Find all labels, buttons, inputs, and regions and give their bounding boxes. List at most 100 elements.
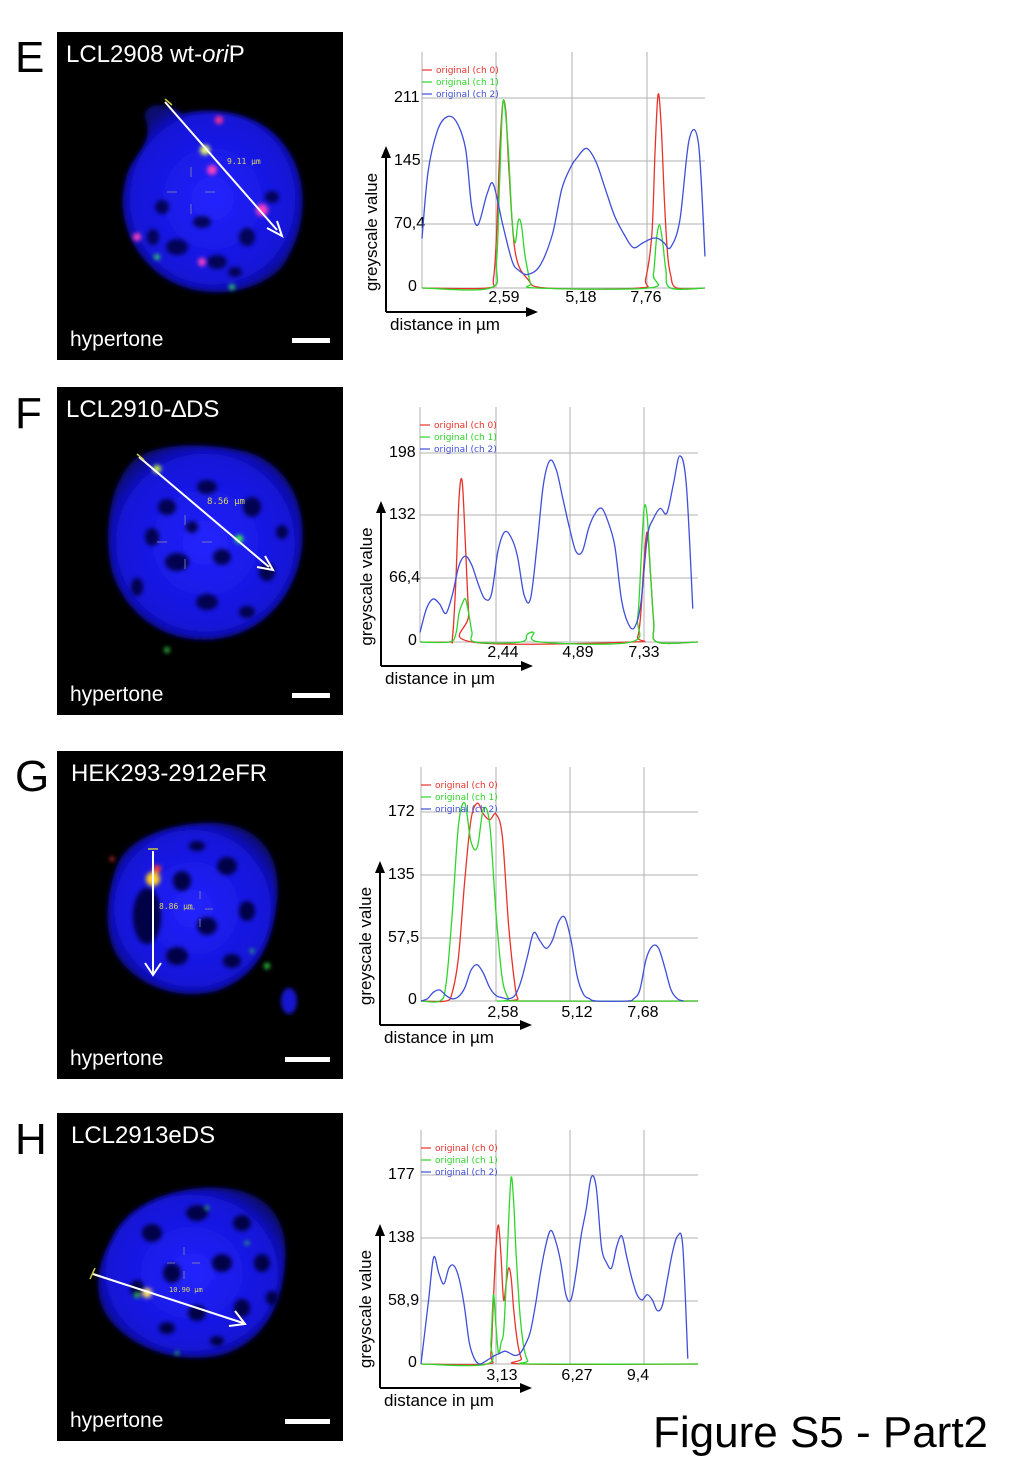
series-line-ch2 xyxy=(420,1175,689,1365)
y-tick-label: 57,5 xyxy=(388,929,419,946)
nucleus-image-f xyxy=(108,445,303,653)
panel-title-part: LCL2908 wt- xyxy=(66,41,203,68)
series-line-ch1 xyxy=(420,1176,699,1367)
panel-letter-h: H xyxy=(15,1115,47,1164)
panel-title-part: ori xyxy=(202,41,229,68)
scale-bar-e xyxy=(292,338,330,343)
y-axis-label: greyscale value xyxy=(356,1250,375,1368)
micrograph-panel-g: HEK293-2912eFR 8.86 µm hypertone xyxy=(57,751,343,1079)
y-tick-label: 132 xyxy=(389,506,416,523)
legend-entry-ch2: original (ch 2) xyxy=(434,445,497,455)
legend-entry-ch0: original (ch 0) xyxy=(434,421,497,431)
nucleus-image-h xyxy=(89,1187,286,1358)
legend-entry-ch0: original (ch 0) xyxy=(435,1144,498,1154)
profile-chart-e: 0 70,4 145 211 2,59 5,18 7,76 distance in µm gre… xyxy=(362,52,706,334)
scale-bar-h xyxy=(285,1419,330,1424)
panel-letter-g: G xyxy=(15,752,50,801)
y-tick-label: 198 xyxy=(389,444,416,461)
x-tick-label: 5,12 xyxy=(561,1004,592,1021)
y-axis-arrowhead xyxy=(375,861,385,873)
panel-title-h: LCL2913eDS xyxy=(71,1122,215,1150)
series-line-ch0 xyxy=(419,477,699,645)
legend-entry-ch2: original (ch 2) xyxy=(436,90,499,100)
x-axis-arrowhead xyxy=(520,1020,532,1030)
legend-entry-ch0: original (ch 0) xyxy=(435,781,498,791)
series-line-ch1 xyxy=(419,504,699,645)
y-axis-label: greyscale value xyxy=(356,887,375,1005)
y-tick-label: 0 xyxy=(408,1354,417,1371)
scale-bar-f xyxy=(292,693,330,698)
condition-label-h: hypertone xyxy=(70,1409,164,1432)
y-tick-label: 0 xyxy=(408,278,417,295)
panel-title-e: LCL2908 wt-oriP xyxy=(66,41,245,69)
legend-entry-ch2: original (ch 2) xyxy=(435,805,498,815)
y-axis-arrowhead xyxy=(375,1224,385,1236)
line-length-label-h: 10.90 µm xyxy=(169,1286,203,1294)
x-tick-label: 4,89 xyxy=(562,644,593,661)
x-tick-label: 9,4 xyxy=(627,1367,649,1384)
profile-chart-h: 0 58,9 138 177 3,13 6,27 9,4 distance in µm grey… xyxy=(356,1130,699,1410)
x-tick-label: 6,27 xyxy=(561,1367,592,1384)
figure-title: Figure S5 - Part2 xyxy=(653,1408,989,1457)
panel-title-part: P xyxy=(228,41,245,68)
condition-label-f: hypertone xyxy=(70,683,164,706)
y-tick-label: 66,4 xyxy=(389,569,420,586)
profile-chart-f: 0 66,4 132 198 2,44 4,89 7,33 distance in µm gre… xyxy=(357,407,699,688)
nucleus-image-g xyxy=(107,822,297,1014)
y-tick-label: 177 xyxy=(388,1166,415,1183)
y-tick-label: 58,9 xyxy=(388,1292,419,1309)
x-axis-label: distance in µm xyxy=(385,669,495,688)
y-tick-label: 135 xyxy=(388,866,415,883)
y-tick-label: 211 xyxy=(394,89,420,106)
x-axis-label: distance in µm xyxy=(384,1391,494,1410)
line-length-label-g: 8.86 µm xyxy=(159,902,193,911)
legend-entry-ch1: original (ch 1) xyxy=(435,793,498,803)
condition-label-g: hypertone xyxy=(70,1047,164,1070)
y-axis-label: greyscale value xyxy=(362,173,381,291)
y-axis-arrowhead xyxy=(381,146,391,158)
panel-title-part: LCL2910-∆DS xyxy=(66,396,220,423)
legend-entry-ch0: original (ch 0) xyxy=(436,66,499,76)
series-line-ch0 xyxy=(421,93,706,290)
micrograph-panel-f: LCL2910-∆DS 8.56 µm hypertone xyxy=(57,387,343,715)
panel-title-f: LCL2910-∆DS xyxy=(66,396,219,424)
x-tick-label: 2,59 xyxy=(488,289,519,306)
micrograph-panel-h: LCL2913eDS 10.90 µm hypertone xyxy=(57,1113,343,1441)
x-axis-label: distance in µm xyxy=(384,1028,494,1047)
line-length-label-e: 9.11 µm xyxy=(227,157,261,166)
panel-title-part: HEK293-2912eFR xyxy=(71,760,268,787)
x-tick-label: 7,76 xyxy=(630,289,661,306)
y-tick-label: 138 xyxy=(388,1229,415,1246)
y-tick-label: 172 xyxy=(388,803,415,820)
legend-entry-ch1: original (ch 1) xyxy=(434,433,497,443)
y-axis-arrowhead xyxy=(376,501,386,513)
panel-title-part: LCL2913eDS xyxy=(71,1122,216,1149)
panel-title-g: HEK293-2912eFR xyxy=(71,760,267,788)
nucleus-image-e xyxy=(122,98,303,293)
profile-chart-g: 0 57,5 135 172 2,58 5,12 7,68 distance in µm gre… xyxy=(356,767,699,1047)
panel-letter-f: F xyxy=(15,389,42,438)
series-line-ch2 xyxy=(421,115,706,276)
scale-bar-g xyxy=(285,1057,330,1062)
line-length-label-f: 8.56 µm xyxy=(207,497,245,507)
x-axis-arrowhead xyxy=(526,307,538,317)
legend-entry-ch2: original (ch 2) xyxy=(435,1168,498,1178)
x-tick-label: 2,58 xyxy=(487,1004,518,1021)
micrograph-panel-e: LCL2908 wt-oriP 9.11 µm hypertone xyxy=(57,32,343,360)
x-axis-label: distance in µm xyxy=(390,315,500,334)
x-tick-label: 7,33 xyxy=(628,644,659,661)
condition-label-e: hypertone xyxy=(70,328,164,351)
y-tick-label: 0 xyxy=(408,632,417,649)
y-tick-label: 70,4 xyxy=(394,215,425,232)
series-line-ch2 xyxy=(420,915,684,1002)
series-line-ch2 xyxy=(419,455,694,633)
x-tick-label: 5,18 xyxy=(565,289,596,306)
x-axis-arrowhead xyxy=(520,1383,532,1393)
y-axis-label: greyscale value xyxy=(357,527,376,645)
panel-letter-e: E xyxy=(15,33,45,82)
y-tick-label: 145 xyxy=(394,152,421,169)
x-axis-arrowhead xyxy=(521,661,533,671)
series-line-ch1 xyxy=(421,99,706,291)
legend-entry-ch1: original (ch 1) xyxy=(435,1156,498,1166)
x-tick-label: 3,13 xyxy=(486,1367,517,1384)
